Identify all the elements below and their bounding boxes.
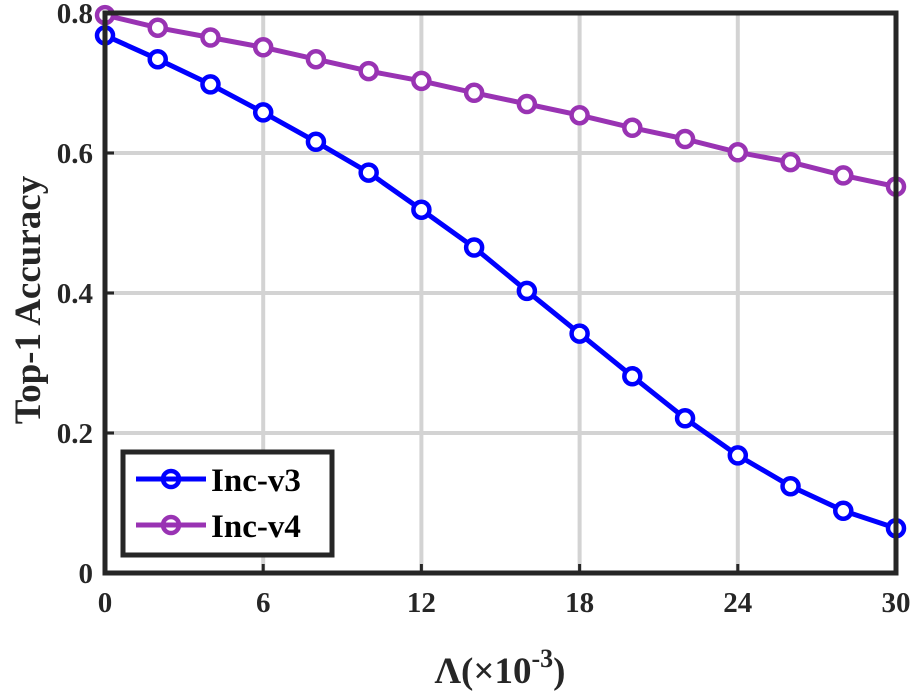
data-point-inc-v4 <box>622 117 643 139</box>
data-point-inc-v4 <box>727 142 749 163</box>
x-tick-label: 24 <box>723 587 752 619</box>
x-axis-label: Λ(×10-3) <box>435 644 566 692</box>
plot-frame <box>102 10 899 576</box>
data-series <box>94 4 907 539</box>
data-point-inc-v3 <box>200 74 221 95</box>
data-point-inc-v4 <box>833 165 854 186</box>
y-tick-label: 0 <box>79 558 94 590</box>
data-point-inc-v3 <box>252 102 274 123</box>
legend-box <box>120 449 335 558</box>
legend-label-inc-v3: Inc-v3 <box>211 463 301 499</box>
legend-label-inc-v4: Inc-v4 <box>211 509 301 545</box>
y-tick-label: 0.4 <box>57 278 93 310</box>
data-point-inc-v4 <box>200 27 221 48</box>
data-point-inc-v4 <box>569 104 590 126</box>
data-point-inc-v4 <box>780 151 801 173</box>
data-point-inc-v3 <box>305 131 327 153</box>
data-point-inc-v3 <box>622 366 643 387</box>
data-point-inc-v4 <box>147 17 168 38</box>
y-tick-label: 0.6 <box>57 138 93 170</box>
data-point-inc-v3 <box>411 199 432 220</box>
data-point-inc-v4 <box>463 82 485 104</box>
data-point-inc-v4 <box>674 128 696 150</box>
data-point-inc-v3 <box>147 48 168 70</box>
x-axis-label-end: ) <box>553 651 565 692</box>
y-tick-label: 0.2 <box>57 418 93 450</box>
data-point-inc-v3 <box>780 475 801 497</box>
data-point-inc-v4 <box>411 70 432 92</box>
data-point-inc-v4 <box>305 48 327 70</box>
legend: Inc-v3 Inc-v4 <box>120 449 335 558</box>
series-line-inc-v4 <box>104 12 897 190</box>
data-point-inc-v4 <box>516 93 538 115</box>
x-tick-label: 6 <box>256 587 271 619</box>
x-tick-label: 12 <box>407 587 436 619</box>
y-tick-label: 0.8 <box>57 0 93 30</box>
data-point-inc-v3 <box>674 408 696 429</box>
y-axis-label: Top-1 Accuracy <box>8 175 49 424</box>
data-point-inc-v3 <box>358 162 379 183</box>
x-tick-label: 0 <box>98 587 113 619</box>
data-point-inc-v3 <box>833 500 854 521</box>
data-point-inc-v3 <box>516 280 538 302</box>
data-point-inc-v3 <box>569 323 590 344</box>
data-point-inc-v4 <box>358 60 379 82</box>
data-point-inc-v3 <box>727 445 749 466</box>
x-tick-label: 30 <box>882 587 911 619</box>
data-point-inc-v4 <box>252 37 274 58</box>
series-line-inc-v3 <box>103 33 897 531</box>
x-axis-label-exponent: -3 <box>531 644 553 673</box>
legend-marker-inc-v3 <box>160 468 182 490</box>
data-point-inc-v3 <box>463 237 485 258</box>
legend-marker-inc-v4 <box>160 514 182 536</box>
x-tick-label: 18 <box>565 587 594 619</box>
x-axis-label-main: Λ(×10 <box>435 651 532 692</box>
